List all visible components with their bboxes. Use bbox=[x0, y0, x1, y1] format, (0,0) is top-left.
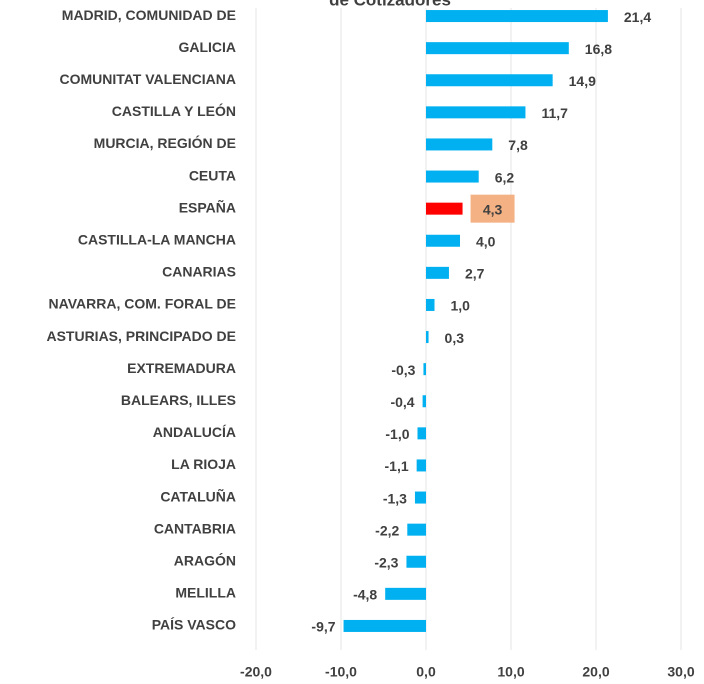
y-tick-label: PAÍS VASCO bbox=[152, 617, 236, 633]
data-label: -2,2 bbox=[375, 522, 399, 538]
data-label: 14,9 bbox=[569, 73, 596, 89]
data-label: 1,0 bbox=[451, 298, 471, 314]
y-tick-label: GALICIA bbox=[178, 39, 236, 55]
bar bbox=[426, 234, 460, 247]
data-label: -9,7 bbox=[311, 619, 335, 635]
data-label: 4,3 bbox=[483, 201, 503, 217]
bar bbox=[426, 202, 463, 215]
bar bbox=[422, 395, 426, 408]
data-label: 6,2 bbox=[495, 169, 515, 185]
data-label: -0,3 bbox=[391, 362, 415, 378]
bar bbox=[426, 42, 569, 55]
y-tick-label: CASTILLA Y LEÓN bbox=[112, 102, 236, 119]
bar bbox=[385, 587, 426, 600]
y-tick-label: NAVARRA, COM. FORAL DE bbox=[49, 296, 236, 312]
y-tick-label: ARAGÓN bbox=[174, 551, 236, 568]
y-tick-label: ANDALUCÍA bbox=[153, 424, 236, 440]
y-tick-label: CASTILLA-LA MANCHA bbox=[78, 231, 236, 247]
y-tick-label: BALEARS, ILLES bbox=[121, 392, 236, 408]
bar bbox=[406, 555, 426, 568]
chart-title: de Cotizadores bbox=[329, 0, 451, 9]
data-label: -2,3 bbox=[374, 554, 398, 570]
y-tick-label: CANTABRIA bbox=[154, 520, 236, 536]
bar bbox=[426, 170, 479, 183]
label-highlight bbox=[470, 194, 515, 223]
bar bbox=[407, 523, 426, 536]
data-label: 7,8 bbox=[508, 137, 528, 153]
bar bbox=[426, 298, 435, 311]
y-tick-label: MADRID, COMUNIDAD DE bbox=[62, 7, 236, 23]
y-tick-label: CEUTA bbox=[189, 167, 236, 183]
bar bbox=[426, 10, 608, 23]
data-label: -1,0 bbox=[385, 426, 409, 442]
data-label: 11,7 bbox=[541, 105, 568, 121]
bar bbox=[426, 106, 526, 119]
y-tick-label: CATALUÑA bbox=[160, 487, 236, 504]
bar bbox=[423, 363, 426, 376]
x-tick-label: -10,0 bbox=[325, 664, 357, 680]
data-label: 2,7 bbox=[465, 266, 485, 282]
data-label: -4,8 bbox=[353, 587, 377, 603]
y-tick-label: EXTREMADURA bbox=[127, 360, 236, 376]
y-tick-label: COMUNITAT VALENCIANA bbox=[59, 71, 236, 87]
y-tick-label: MURCIA, REGIÓN DE bbox=[94, 134, 236, 151]
y-tick-label: CANARIAS bbox=[162, 264, 236, 280]
x-tick-label: 10,0 bbox=[497, 664, 524, 680]
y-tick-label: LA RIOJA bbox=[171, 456, 236, 472]
x-tick-label: 30,0 bbox=[667, 664, 694, 680]
data-label: -1,3 bbox=[383, 490, 407, 506]
bar bbox=[416, 459, 426, 472]
data-label: 16,8 bbox=[585, 41, 612, 57]
y-tick-label: ASTURIAS, PRINCIPADO DE bbox=[46, 328, 236, 344]
bar bbox=[426, 138, 493, 151]
bar bbox=[426, 74, 553, 87]
bar bbox=[417, 427, 426, 440]
data-label: -1,1 bbox=[385, 458, 409, 474]
bar bbox=[426, 331, 429, 344]
y-tick-label: MELILLA bbox=[175, 585, 236, 601]
data-label: 4,0 bbox=[476, 233, 496, 249]
bar bbox=[426, 266, 449, 279]
x-tick-label: 0,0 bbox=[416, 664, 436, 680]
y-tick-label: ESPAÑA bbox=[179, 198, 236, 215]
data-label: -0,4 bbox=[390, 394, 414, 410]
data-label: 0,3 bbox=[445, 330, 465, 346]
bar bbox=[414, 491, 426, 504]
x-tick-label: 20,0 bbox=[582, 664, 609, 680]
data-label: 21,4 bbox=[624, 9, 651, 25]
x-tick-label: -20,0 bbox=[240, 664, 272, 680]
bar bbox=[343, 619, 426, 632]
